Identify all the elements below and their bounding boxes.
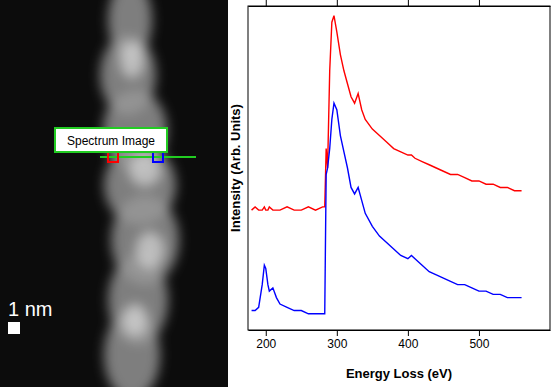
x-tick-label: 400 xyxy=(398,337,418,351)
x-axis-title: Energy Loss (eV) xyxy=(346,366,452,381)
scan-line xyxy=(100,156,196,158)
x-tick: 500 xyxy=(469,330,489,351)
lines xyxy=(252,16,522,314)
top-tick xyxy=(266,0,267,6)
specimen-bright xyxy=(129,154,161,186)
top-tick-mark xyxy=(479,0,480,6)
x-tick-label: 500 xyxy=(469,337,489,351)
scale-bar xyxy=(8,322,20,334)
spectrum-line xyxy=(252,103,522,314)
image-label: Spectrum Image xyxy=(67,134,155,148)
top-tick xyxy=(408,0,409,6)
x-tick-mark xyxy=(408,330,409,336)
image-panel: Spectrum Image 1 nm xyxy=(0,0,228,387)
red-marker xyxy=(108,152,118,162)
plot-frame xyxy=(248,6,550,330)
top-tick xyxy=(479,0,480,6)
x-tick: 200 xyxy=(256,330,276,351)
specimen-bright xyxy=(120,42,144,78)
top-tick-mark xyxy=(266,0,267,6)
top-tick-mark xyxy=(408,0,409,6)
plot-background xyxy=(248,6,550,330)
scale-bar-label: 1 nm xyxy=(8,298,52,320)
top-tick xyxy=(337,0,338,6)
x-tick-mark xyxy=(337,330,338,336)
label-box xyxy=(55,128,167,152)
figure: Spectrum Image 1 nm 200 300 400 500 Energy Los… xyxy=(0,0,557,387)
x-axis-line xyxy=(249,330,551,331)
y-axis-title: Intensity (Arb. Units) xyxy=(228,104,243,232)
specimen xyxy=(100,0,179,387)
x-axis: 200 300 400 500 xyxy=(249,330,551,351)
top-tick-mark xyxy=(337,0,338,6)
top-axis-line xyxy=(249,6,551,7)
x-tick-mark xyxy=(479,330,480,336)
spectrum-line xyxy=(252,16,522,210)
x-tick-label: 300 xyxy=(327,337,347,351)
specimen-bright xyxy=(136,232,164,268)
x-tick-mark xyxy=(266,330,267,336)
blue-marker xyxy=(153,152,163,162)
x-tick-label: 200 xyxy=(256,337,276,351)
specimen-bright xyxy=(123,304,147,336)
top-axis xyxy=(249,0,551,7)
x-tick: 300 xyxy=(327,330,347,351)
x-tick: 400 xyxy=(398,330,418,351)
